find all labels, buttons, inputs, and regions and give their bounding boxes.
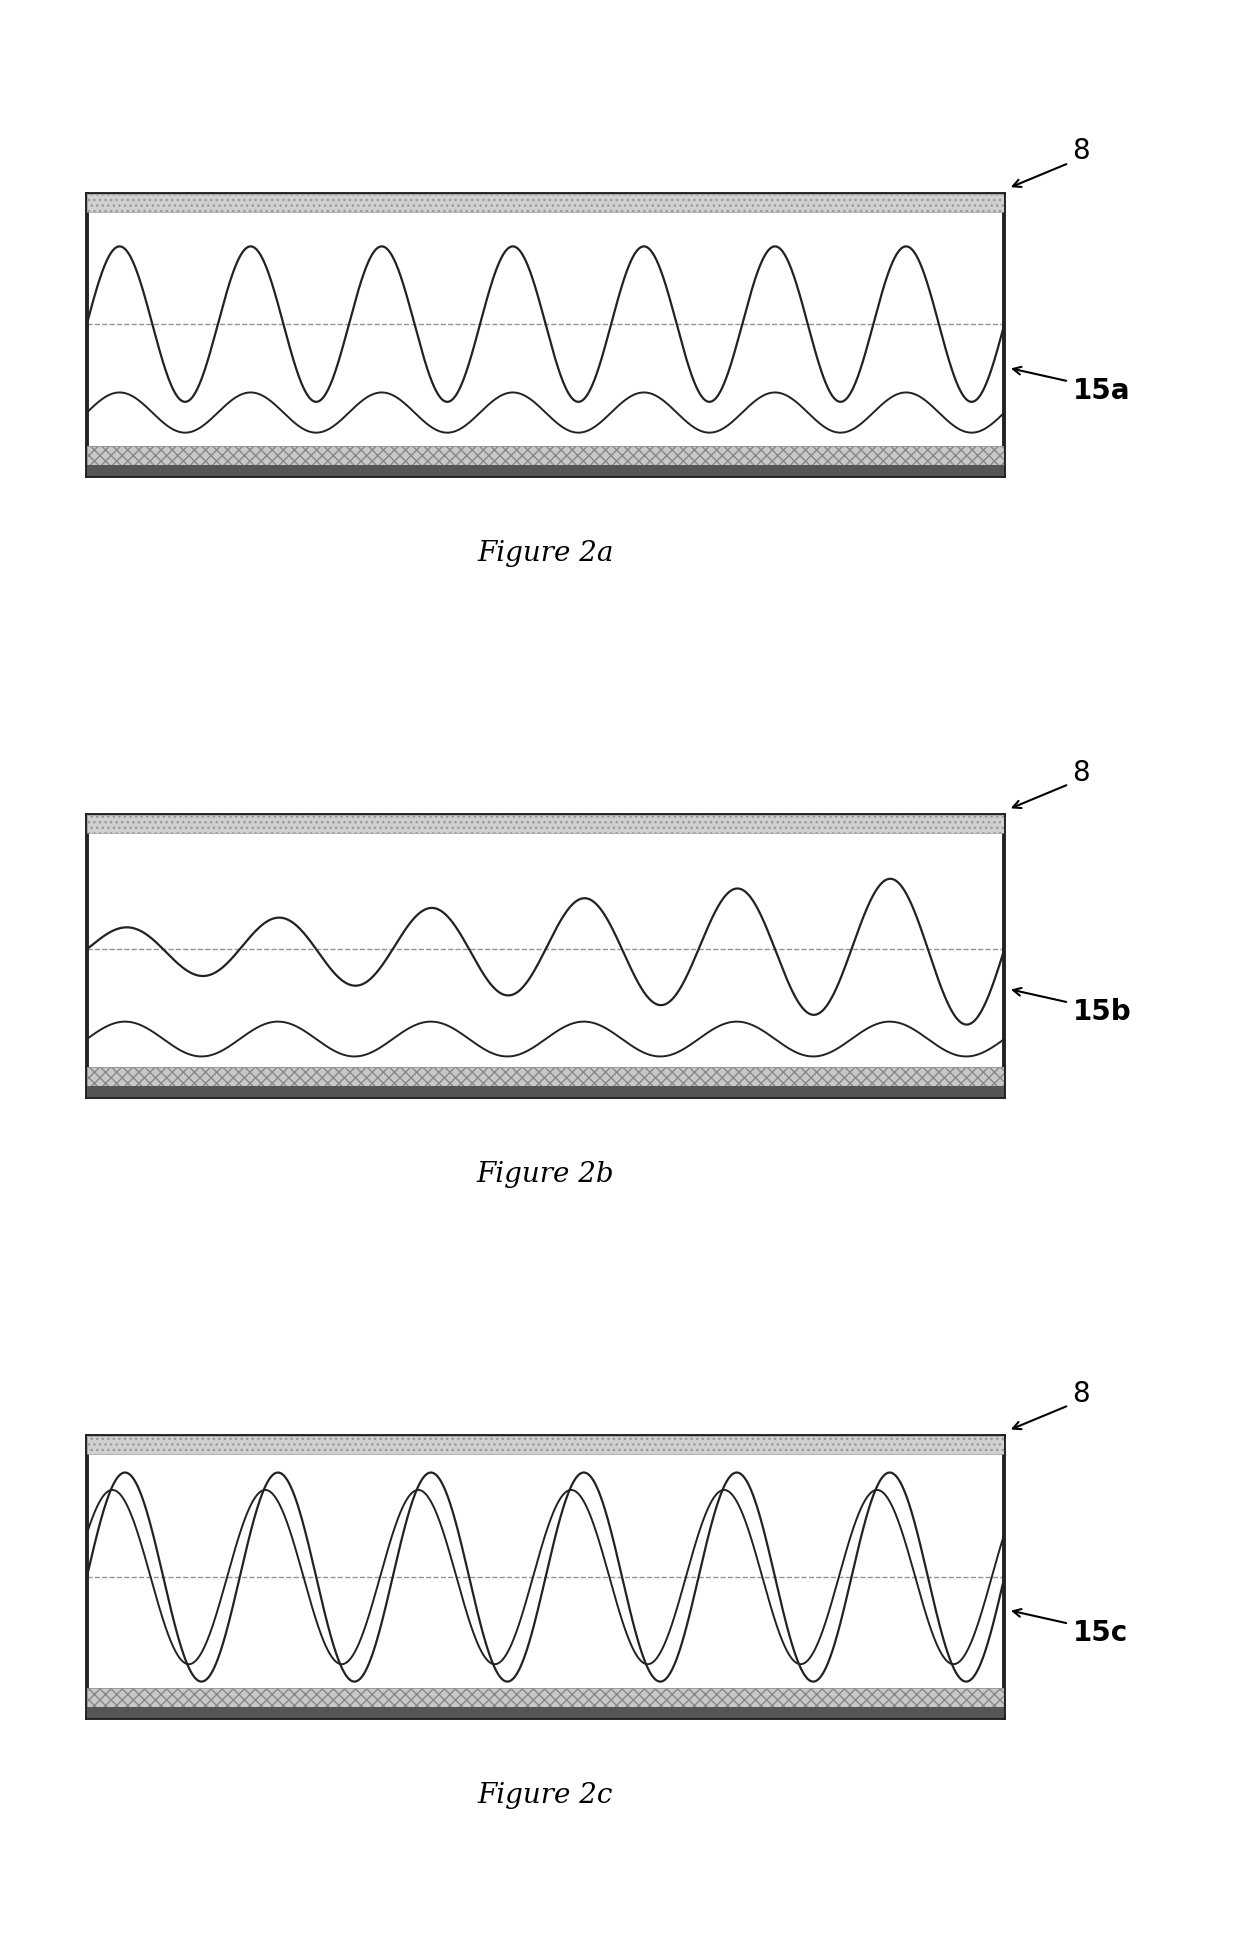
Bar — [87, 194, 1004, 212]
Bar — [87, 815, 1004, 833]
Bar — [87, 815, 1004, 833]
Text: 15b: 15b — [1073, 998, 1131, 1027]
Bar — [87, 464, 1004, 476]
Bar — [87, 1085, 1004, 1097]
Bar — [87, 446, 1004, 476]
Bar — [87, 1706, 1004, 1718]
Bar — [87, 1436, 1004, 1454]
Bar — [87, 1689, 1004, 1718]
Text: 8: 8 — [1073, 1380, 1090, 1407]
Bar — [87, 1436, 1004, 1454]
Text: 8: 8 — [1073, 759, 1090, 786]
Bar — [87, 194, 1004, 212]
Text: 15c: 15c — [1073, 1619, 1128, 1648]
Text: Figure 2c: Figure 2c — [477, 1782, 614, 1809]
Text: 15a: 15a — [1073, 377, 1130, 406]
Text: Figure 2b: Figure 2b — [477, 1161, 614, 1188]
Text: Figure 2a: Figure 2a — [477, 540, 614, 567]
Bar — [87, 446, 1004, 476]
Text: 8: 8 — [1073, 138, 1090, 165]
Bar — [87, 1068, 1004, 1097]
Bar — [87, 1068, 1004, 1097]
Bar — [87, 1689, 1004, 1718]
